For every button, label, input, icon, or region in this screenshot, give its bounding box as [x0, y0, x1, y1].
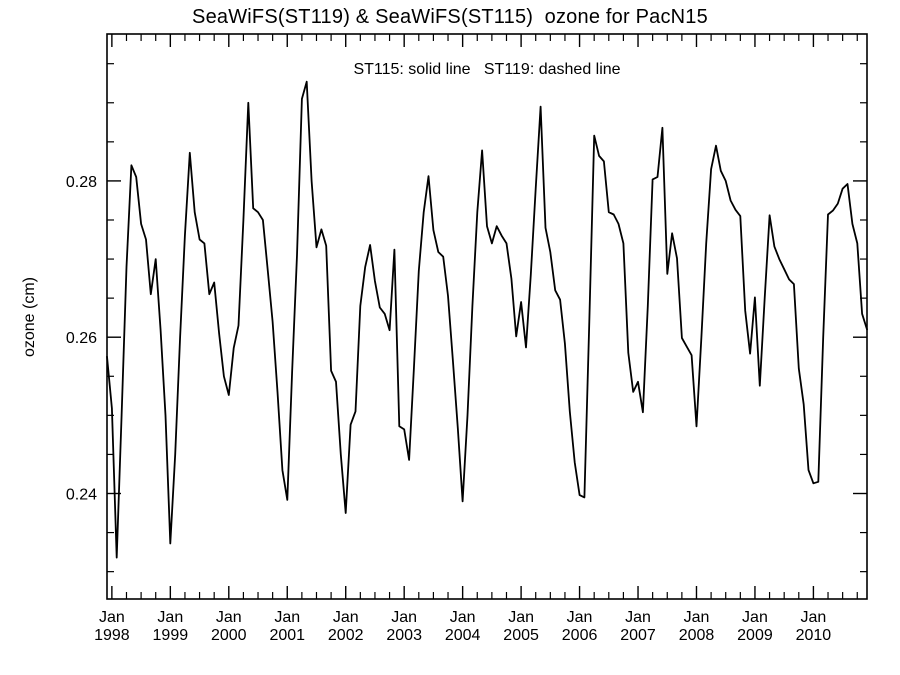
x-tick-label-year: 1999	[153, 627, 189, 644]
x-tick-label-month: Jan	[625, 609, 651, 626]
y-tick-label: 0.28	[66, 174, 97, 191]
x-tick-label-month: Jan	[684, 609, 710, 626]
x-tick-label-month: Jan	[157, 609, 183, 626]
x-tick-label-month: Jan	[333, 609, 359, 626]
legend-annotation: ST115: solid line ST119: dashed line	[353, 61, 621, 78]
x-tick-label-year: 2006	[562, 627, 598, 644]
x-tick-label-year: 2002	[328, 627, 364, 644]
x-tick-label-year: 2000	[211, 627, 247, 644]
x-tick-label-year: 2007	[620, 627, 656, 644]
y-tick-label: 0.24	[66, 487, 97, 504]
x-tick-label-month: Jan	[567, 609, 593, 626]
x-tick-label-year: 1998	[94, 627, 130, 644]
x-tick-label-year: 2008	[679, 627, 715, 644]
x-tick-label-year: 2010	[796, 627, 832, 644]
x-tick-label-year: 2009	[737, 627, 773, 644]
x-tick-label-year: 2005	[503, 627, 539, 644]
x-tick-label-year: 2003	[386, 627, 422, 644]
y-axis: 0.24 0.26 0.28	[66, 63, 867, 573]
y-tick-label: 0.26	[66, 330, 97, 347]
ozone-line-st115	[106, 80, 868, 559]
x-tick-label-year: 2004	[445, 627, 481, 644]
x-tick-label-month: Jan	[216, 609, 242, 626]
plot-border	[106, 33, 868, 600]
x-tick-label-year: 2001	[269, 627, 305, 644]
x-tick-label-month: Jan	[742, 609, 768, 626]
x-tick-label-month: Jan	[450, 609, 476, 626]
x-tick-label-month: Jan	[508, 609, 534, 626]
x-tick-label-month: Jan	[99, 609, 125, 626]
x-tick-label-month: Jan	[391, 609, 417, 626]
x-axis: Jan1998Jan1999Jan2000Jan2001Jan2002Jan20…	[94, 34, 858, 644]
y-axis-title: ozone (cm)	[21, 276, 38, 358]
x-tick-label-month: Jan	[274, 609, 300, 626]
x-tick-label-month: Jan	[801, 609, 827, 626]
chart-title: SeaWiFS(ST119) & SeaWiFS(ST115) ozone fo…	[192, 6, 708, 28]
